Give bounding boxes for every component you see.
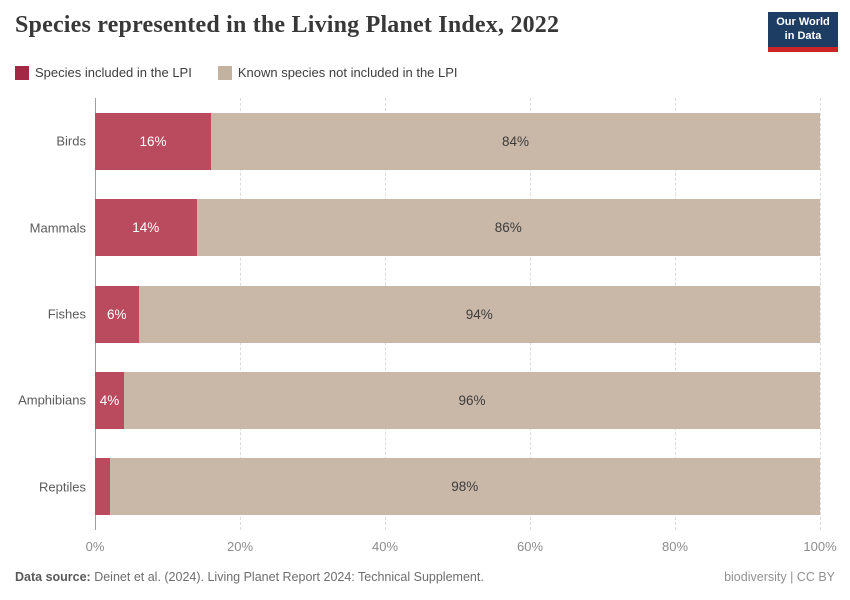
bar-segment-not-included[interactable]: 94% [138,285,820,343]
bar-row: Amphibians 4% 96% [18,371,820,429]
bar-row: Fishes 6% 94% [48,285,820,343]
bar-segment-not-included[interactable]: 84% [211,112,820,170]
x-tick-label: 100% [803,539,837,554]
data-source-note: Data source: Deinet et al. (2024). Livin… [15,570,484,584]
owid-logo[interactable]: Our World in Data [768,12,838,52]
owid-logo-line2: in Data [784,29,822,42]
legend-swatch-included [15,65,29,80]
bar-row: Mammals 14% 86% [30,199,820,257]
bar-segment-not-included[interactable]: 98% [109,458,820,516]
bar-segment-not-included[interactable]: 86% [196,199,820,257]
category-label: Reptiles [39,479,86,495]
bar-row: Birds 16% 84% [56,112,820,170]
bar-row: Reptiles 98% [39,458,820,516]
license-note: biodiversity | CC BY [724,570,835,584]
x-tick-label: 20% [226,539,254,554]
data-source-prefix: Data source: [15,570,91,584]
bar-segment-included[interactable]: 14% [95,199,197,257]
legend-label-not-included: Known species not included in the LPI [237,65,458,80]
category-label: Mammals [29,220,86,236]
x-tick-label: 40% [371,539,399,554]
category-label: Fishes [47,306,86,322]
chart-title: Species represented in the Living Planet… [15,12,560,38]
data-source-text: Deinet et al. (2024). Living Planet Repo… [90,570,484,584]
gridline [820,98,821,530]
category-label: Birds [56,133,86,149]
legend-item-not-included[interactable]: Known species not included in the LPI [217,65,458,80]
bar-segment-not-included[interactable]: 96% [124,371,820,429]
x-tick-label: 80% [661,539,689,554]
legend-label-included: Species included in the LPI [35,65,192,80]
footer: Data source: Deinet et al. (2024). Livin… [15,570,835,584]
legend-item-included[interactable]: Species included in the LPI [15,65,192,80]
bar-segment-included[interactable]: 16% [95,112,211,170]
plot-area: 0% 20% 40% 60% 80% 100% Birds 16% 84% Mammals 14% 8… [18,98,837,554]
bar-segment-included[interactable]: 6% [95,285,139,343]
legend: Species included in the LPI Known specie… [15,65,458,80]
x-tick-label: 60% [516,539,544,554]
bar-segment-included[interactable] [95,458,110,516]
x-tick-label: 0% [85,539,105,554]
bar-segment-included[interactable]: 4% [95,371,124,429]
legend-swatch-not-included [217,65,232,80]
category-label: Amphibians [18,392,86,408]
owid-logo-line1: Our World [776,15,830,28]
